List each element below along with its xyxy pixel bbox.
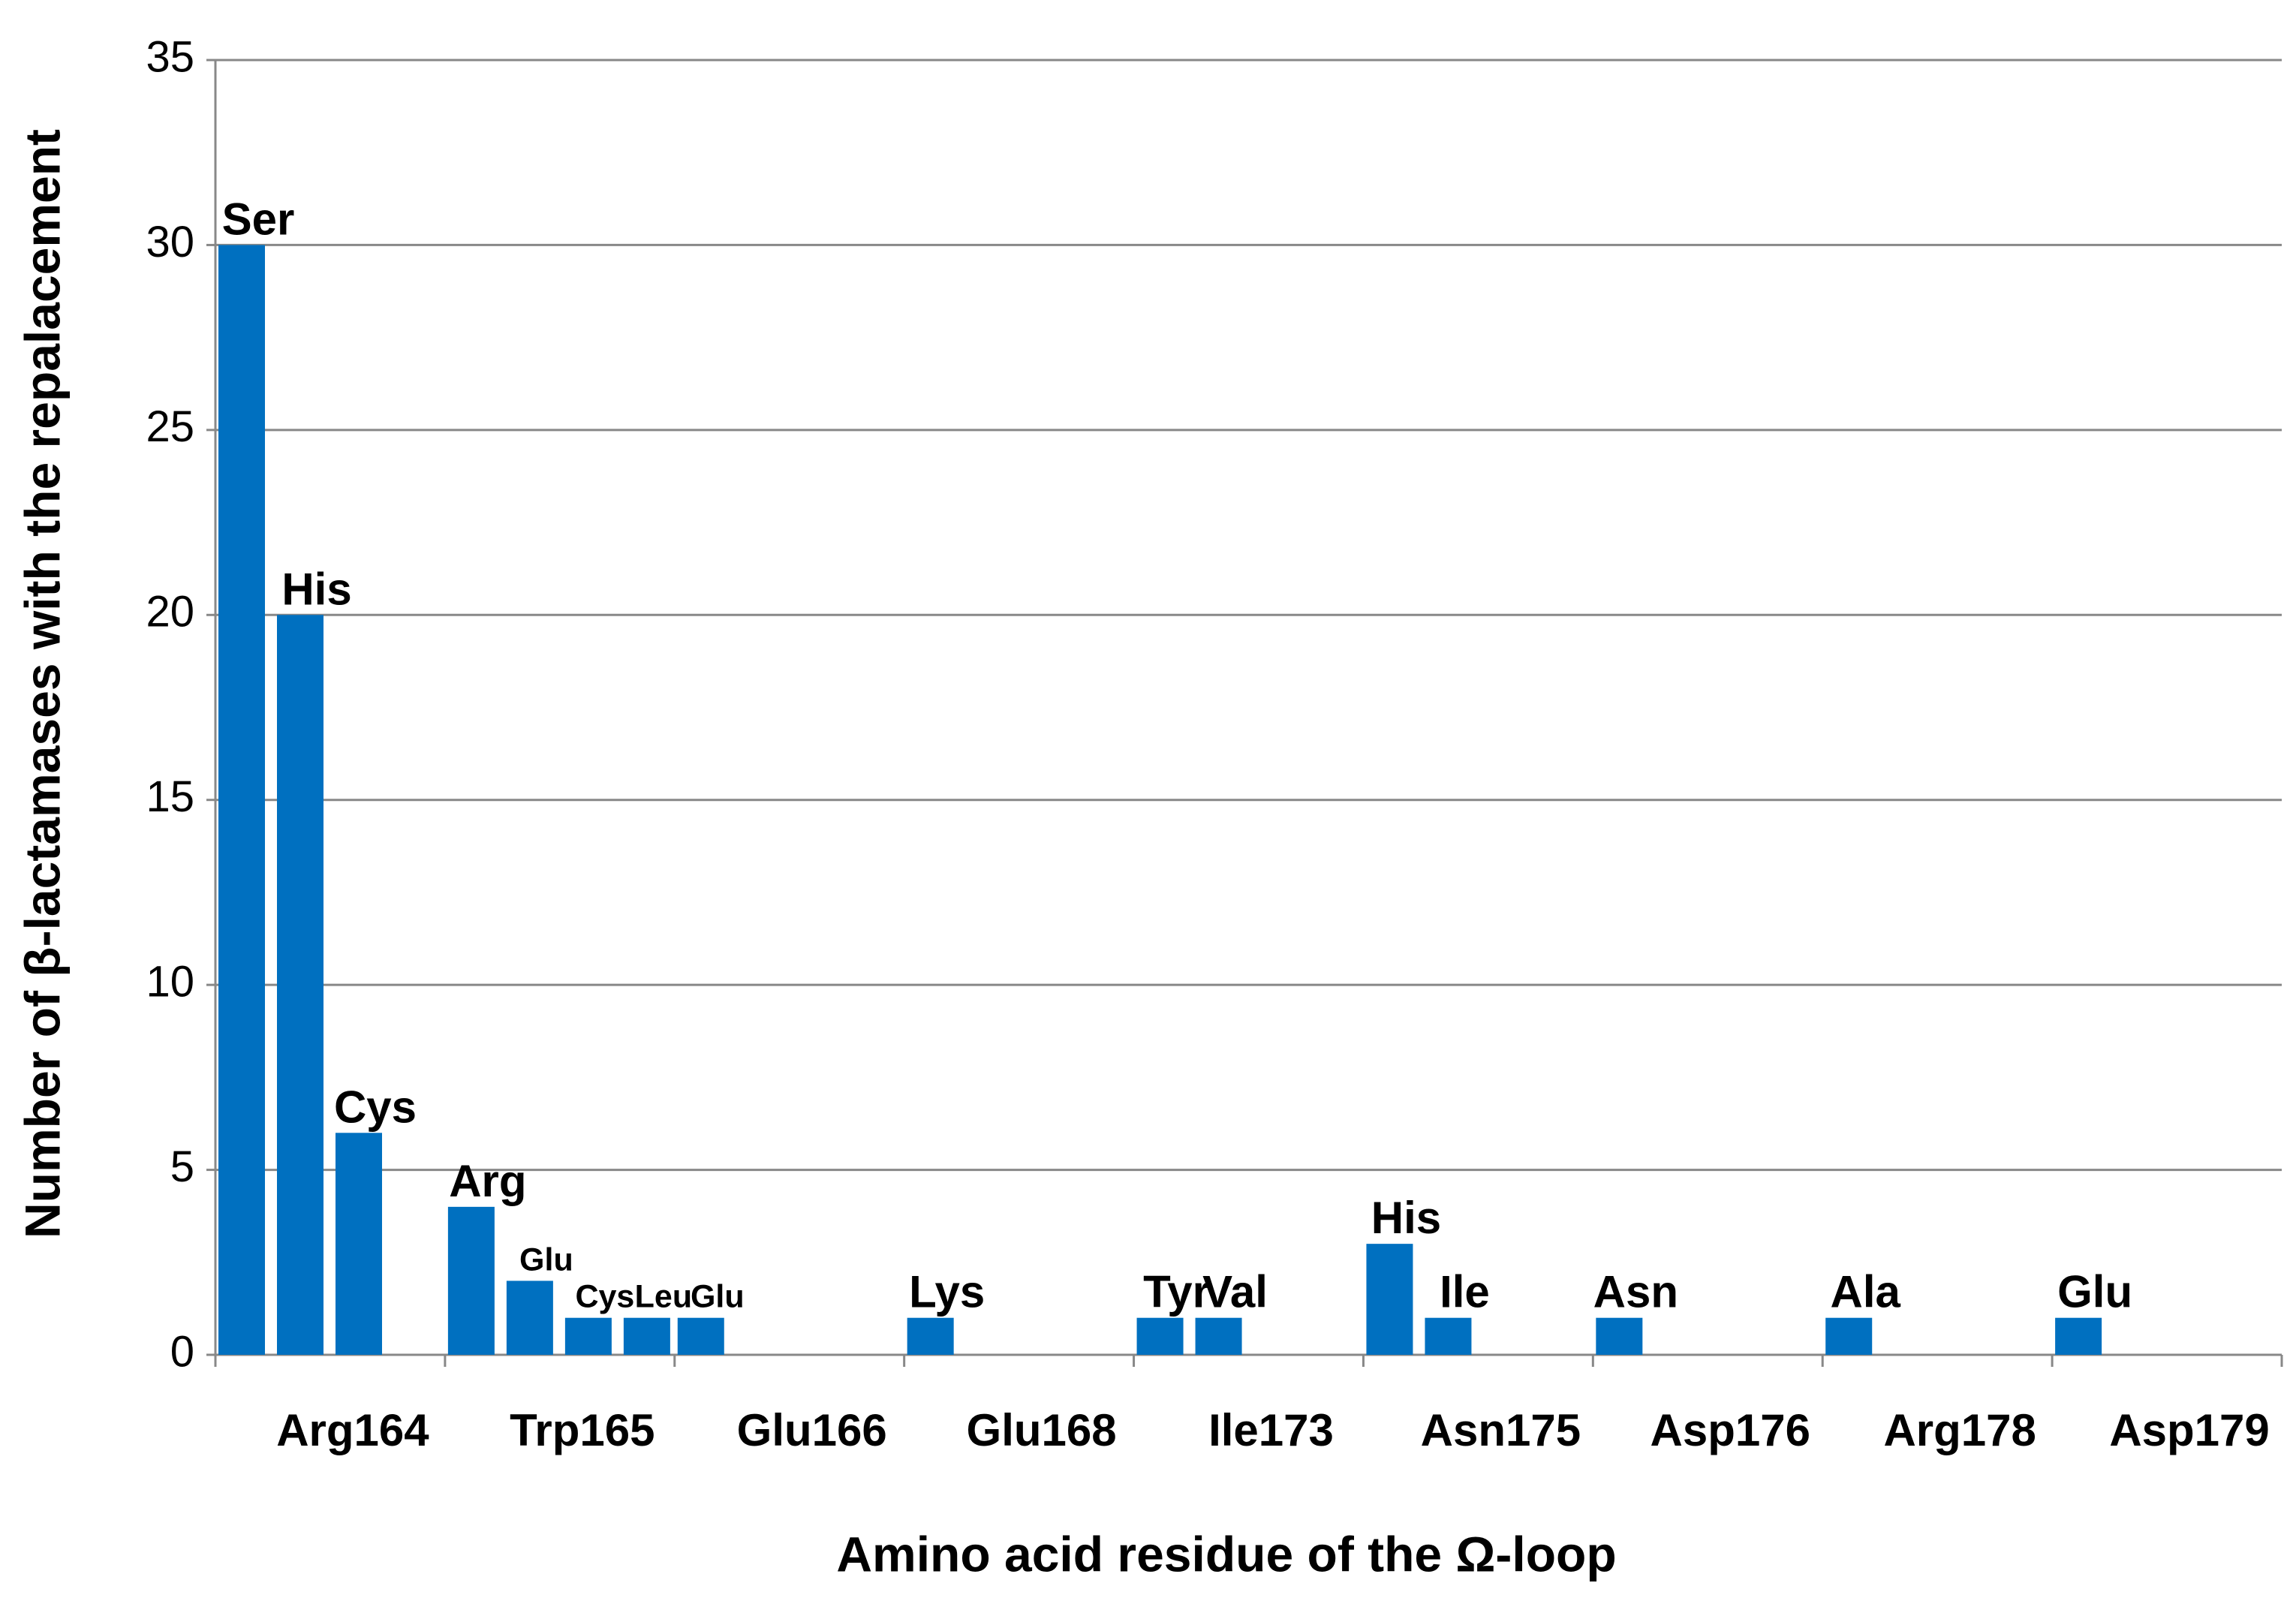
bar xyxy=(218,245,265,1355)
bar-label: Ile xyxy=(1440,1267,1490,1317)
y-tick-label: 0 xyxy=(170,1327,194,1376)
bar-label: Glu xyxy=(2057,1267,2132,1317)
y-tick-label: 15 xyxy=(146,772,194,821)
x-tick-label: Arg164 xyxy=(276,1405,429,1455)
bar xyxy=(677,1317,724,1355)
x-tick-label: Glu166 xyxy=(737,1405,887,1455)
bar xyxy=(447,1206,495,1355)
y-tick-label: 10 xyxy=(146,957,194,1006)
bar-label: Lys xyxy=(909,1267,985,1317)
x-tick-label: Asp176 xyxy=(1651,1405,1810,1455)
y-axis-title: Number of β-lactamases with the repalace… xyxy=(14,129,70,1238)
x-tick-label: Ile173 xyxy=(1208,1405,1334,1455)
bar-label: Ala xyxy=(1831,1267,1901,1317)
bar xyxy=(1366,1244,1413,1355)
bar xyxy=(1136,1317,1184,1355)
y-tick-label: 20 xyxy=(146,588,194,636)
bar-label: His xyxy=(281,564,351,614)
bar-label: Asn xyxy=(1593,1267,1678,1317)
bar-label: Val xyxy=(1202,1267,1268,1317)
bar xyxy=(506,1281,553,1355)
x-tick-label: Trp165 xyxy=(510,1405,654,1455)
bar-label: Glu xyxy=(519,1241,573,1277)
bar xyxy=(277,615,323,1355)
bar-label: His xyxy=(1371,1193,1441,1243)
bar-label: Tyr xyxy=(1143,1267,1210,1317)
x-tick-label: Arg178 xyxy=(1883,1405,2036,1455)
bar-label: Ser xyxy=(222,194,295,244)
bar xyxy=(1596,1317,1643,1355)
y-tick-label: 30 xyxy=(146,218,194,266)
bar-label: Leu xyxy=(635,1279,692,1315)
y-tick-label: 5 xyxy=(170,1142,194,1191)
bar xyxy=(1195,1317,1242,1355)
bar xyxy=(1825,1317,1873,1355)
y-tick-label: 35 xyxy=(146,32,194,81)
bar xyxy=(2055,1317,2102,1355)
bar xyxy=(623,1317,670,1355)
bar-label: Arg xyxy=(449,1156,526,1206)
bar xyxy=(336,1133,382,1355)
y-tick-label: 25 xyxy=(146,402,194,451)
bar-label: Glu xyxy=(691,1279,745,1315)
x-axis-title: Amino acid residue of the Ω-loop xyxy=(836,1526,1616,1581)
bar xyxy=(907,1317,954,1355)
bar-label: Cys xyxy=(575,1279,634,1315)
bar xyxy=(564,1317,612,1355)
x-tick-label: Glu168 xyxy=(967,1405,1117,1455)
bar xyxy=(1425,1317,1472,1355)
x-tick-label: Asp179 xyxy=(2109,1405,2269,1455)
bar-label: Cys xyxy=(334,1082,417,1132)
x-tick-label: Asn175 xyxy=(1421,1405,1581,1455)
